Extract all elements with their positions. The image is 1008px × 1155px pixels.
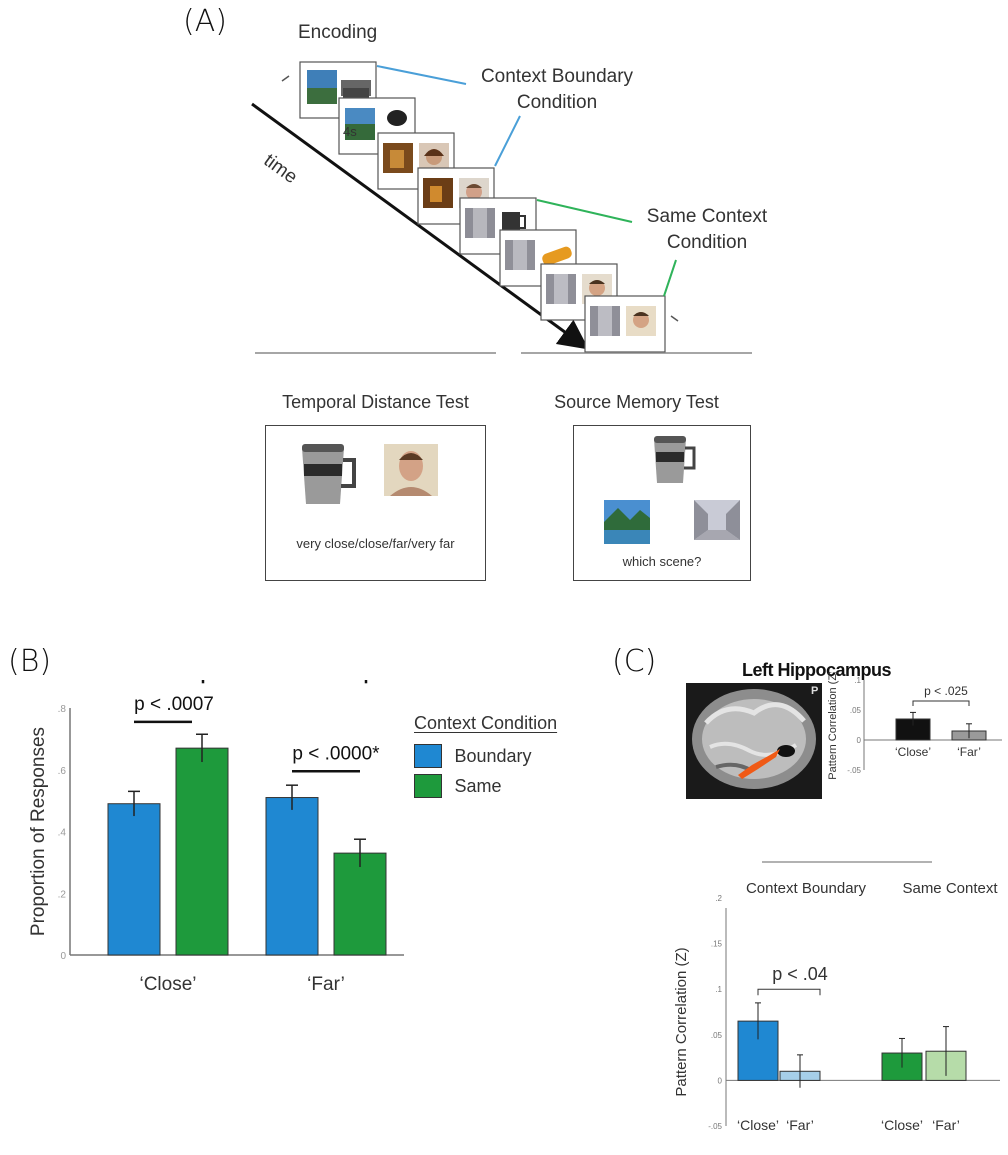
y-tick-label: .1 bbox=[715, 985, 722, 994]
x-tick-label: ‘Close’ bbox=[737, 1117, 779, 1133]
boundary-label-line-1: Context Boundary bbox=[480, 66, 634, 87]
y-tick-label: .2 bbox=[58, 889, 67, 900]
bar-same bbox=[333, 852, 387, 956]
boundary-connector-bottom bbox=[494, 115, 521, 167]
legend-swatch-same bbox=[414, 774, 442, 798]
x-tick-label: ‘Close’ bbox=[139, 974, 196, 995]
source-test-caption: which scene? bbox=[622, 554, 702, 569]
y-tick-label: .4 bbox=[58, 828, 67, 839]
p-value-label: p < .0007 bbox=[134, 694, 214, 715]
boundary-connector-top bbox=[376, 65, 467, 85]
legend-swatch-boundary bbox=[414, 744, 442, 768]
x-tick-label: ‘Far’ bbox=[932, 1117, 960, 1133]
chart-c-main: Context Boundary Same Context .2 .15 .1 .05 0 -… bbox=[673, 861, 1000, 1133]
temporal-test-caption: very close/close/far/very far bbox=[296, 536, 455, 551]
p-value-label: p < .0000* bbox=[292, 743, 380, 764]
legend: Boundary Same bbox=[414, 744, 532, 804]
same-condition-label: Same Context Condition bbox=[632, 204, 782, 256]
lake-scene-image bbox=[604, 500, 650, 544]
panel-b-label: (B) bbox=[8, 644, 52, 679]
mug-image bbox=[654, 436, 696, 483]
bar-boundary bbox=[265, 797, 319, 956]
x-tick-label: ‘Close’ bbox=[881, 1117, 923, 1133]
y-tick-label: 0 bbox=[718, 1076, 723, 1085]
y-tick-label: .05 bbox=[850, 706, 862, 715]
source-test-box: which scene? bbox=[573, 425, 751, 581]
bar-same bbox=[175, 747, 229, 956]
mug-image bbox=[302, 444, 356, 504]
y-tick-label: .1 bbox=[854, 676, 861, 685]
brain-slice-image bbox=[686, 683, 822, 799]
y-tick-label: .8 bbox=[58, 704, 67, 715]
source-test-title: Source Memory Test bbox=[554, 392, 719, 412]
y-tick-label: .05 bbox=[711, 1031, 723, 1040]
chart-c-inset: .1 .05 0 -.05 Pattern Correlation (Z) ‘Close’… bbox=[827, 672, 1002, 780]
boundary-condition-label: Context Boundary Condition bbox=[472, 64, 642, 116]
frame-5 bbox=[459, 197, 537, 255]
same-connector-top bbox=[536, 199, 633, 223]
x-tick-label: ‘Far’ bbox=[957, 745, 981, 759]
same-label-line-1: Same Context bbox=[646, 206, 768, 227]
legend-label-same: Same bbox=[454, 775, 502, 796]
y-axis-title: Pattern Correlation (Z) bbox=[673, 947, 690, 1096]
bar-boundary bbox=[107, 803, 161, 956]
encoding-title: Encoding bbox=[298, 22, 378, 43]
same-connector-bottom bbox=[663, 259, 677, 297]
boundary-label-line-2: Condition bbox=[516, 92, 598, 113]
y-tick-label: 0 bbox=[857, 736, 862, 745]
x-tick-label: ‘Far’ bbox=[307, 974, 345, 995]
trailing-ellipsis-mark bbox=[670, 315, 679, 322]
chart-b: .8 .6 .4 .2 0 Proportion of Responses ‘Close’ ‘… bbox=[28, 680, 404, 995]
legend-item-boundary: Boundary bbox=[414, 744, 532, 774]
temporal-test-box: very close/close/far/very far bbox=[265, 425, 486, 581]
y-tick-label: 0 bbox=[60, 951, 66, 962]
brain-orientation-marker: P bbox=[811, 685, 819, 697]
significance-bracket bbox=[912, 700, 970, 706]
panel-a-label: (A) bbox=[183, 4, 227, 39]
frame-2 bbox=[338, 97, 416, 155]
temporal-test-title: Temporal Distance Test bbox=[282, 392, 469, 412]
leading-ellipsis-mark bbox=[281, 75, 290, 82]
duration-label: 4s bbox=[343, 124, 357, 139]
legend-item-same: Same bbox=[414, 774, 532, 804]
legend-title: Context Condition bbox=[414, 713, 558, 733]
significance-bracket bbox=[757, 988, 821, 996]
face-image bbox=[384, 444, 438, 496]
group-label: Same Context bbox=[902, 880, 998, 897]
x-tick-label: ‘Close’ bbox=[895, 745, 931, 759]
y-tick-label: -.05 bbox=[708, 1122, 722, 1131]
p-value-label: p < .025 bbox=[924, 684, 968, 698]
y-tick-label: -.05 bbox=[847, 766, 861, 775]
time-arrow bbox=[251, 102, 589, 350]
encoding-sequence-diagram bbox=[251, 61, 752, 354]
y-tick-label: .15 bbox=[711, 940, 723, 949]
panel-c-label: (C) bbox=[612, 644, 657, 679]
p-value-label: p < .04 bbox=[772, 964, 828, 984]
group-label: Context Boundary bbox=[746, 880, 867, 897]
y-axis-title: Pattern Correlation (Z) bbox=[827, 672, 839, 780]
same-label-line-2: Condition bbox=[666, 232, 748, 253]
frame-8 bbox=[584, 295, 666, 353]
y-axis-title: Proportion of Responses bbox=[28, 727, 49, 936]
street-scene-image bbox=[694, 500, 740, 540]
x-tick-label: ‘Far’ bbox=[786, 1117, 814, 1133]
y-tick-label: .6 bbox=[58, 766, 67, 777]
y-tick-label: .2 bbox=[715, 894, 722, 903]
legend-label-boundary: Boundary bbox=[454, 745, 532, 766]
panel-c-title: Left Hippocampus bbox=[742, 660, 892, 680]
